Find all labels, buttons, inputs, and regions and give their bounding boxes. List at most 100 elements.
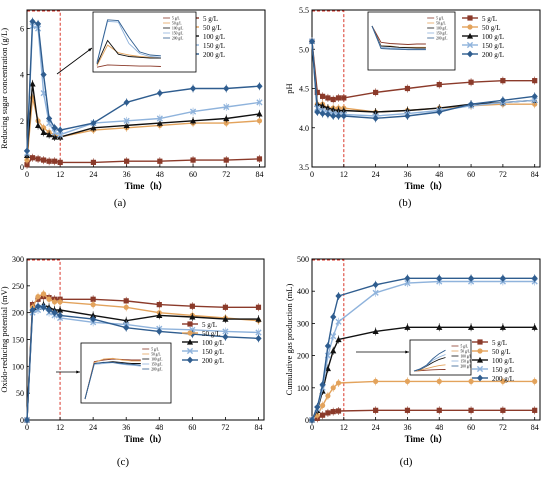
- y-tick-label: 0: [20, 416, 24, 425]
- x-tick-label: 48: [155, 423, 163, 432]
- inset-legend-label: 5 g/L: [151, 348, 159, 352]
- legend-marker: [466, 32, 474, 39]
- x-tick-label: 84: [531, 170, 539, 179]
- data-point: [156, 328, 163, 335]
- y-tick-label: 500: [297, 255, 309, 264]
- data-point: [46, 115, 53, 122]
- inset-legend-label: 150 g/L: [436, 32, 447, 36]
- data-point: [468, 407, 474, 413]
- data-point: [51, 124, 58, 132]
- data-point: [436, 108, 443, 116]
- legend-label: 200 g/L: [482, 51, 504, 59]
- data-point: [34, 122, 42, 129]
- x-tick-label: 24: [372, 170, 380, 179]
- series-5-g-l: [24, 153, 263, 169]
- y-tick-label: 400: [297, 287, 309, 296]
- legend-marker: [476, 356, 484, 363]
- data-point: [256, 118, 263, 124]
- data-point: [499, 96, 506, 104]
- panel-caption: (a): [114, 197, 127, 209]
- data-point: [123, 122, 130, 129]
- data-point: [45, 306, 53, 314]
- y-tick-label: 2: [20, 117, 24, 126]
- data-point: [500, 78, 506, 84]
- legend-marker: [187, 321, 193, 327]
- legend-label: 200 g/L: [202, 357, 224, 365]
- inset-series-line: [371, 25, 426, 49]
- data-point: [319, 102, 326, 109]
- series-line: [311, 326, 535, 421]
- series-5-g-l: [309, 406, 538, 424]
- data-point: [29, 80, 36, 87]
- data-point: [330, 409, 336, 415]
- inset-frame: [80, 342, 172, 404]
- data-point: [308, 416, 316, 424]
- data-point: [467, 100, 475, 108]
- data-point: [320, 93, 326, 99]
- data-point: [467, 274, 475, 282]
- data-point: [404, 112, 411, 120]
- data-point: [29, 306, 36, 314]
- legend-label: 150 g/L: [202, 348, 224, 356]
- x-tick-label: 0: [310, 423, 314, 432]
- data-point: [324, 365, 332, 372]
- data-point: [436, 324, 443, 330]
- data-point: [189, 303, 195, 309]
- data-point: [255, 304, 262, 310]
- data-point: [40, 303, 47, 311]
- series-200-g-l: [308, 37, 538, 123]
- data-point: [500, 378, 506, 384]
- inset-legend-label: 100 g/L: [460, 355, 471, 359]
- data-point: [190, 157, 196, 163]
- inset-legend-label: 150 g/L: [172, 32, 183, 36]
- data-point: [372, 289, 379, 296]
- x-tick-label: 12: [56, 423, 64, 432]
- data-point: [314, 108, 321, 116]
- data-point: [340, 112, 347, 120]
- data-point: [157, 158, 163, 164]
- x-tick-label: 60: [467, 170, 475, 179]
- data-point: [308, 38, 316, 45]
- series-5-g-l: [309, 37, 538, 104]
- y-tick-label: 4.5: [299, 85, 309, 94]
- inset-arrow-head: [76, 370, 80, 374]
- inset-legend-label: 50 g/L: [172, 22, 181, 26]
- data-point: [335, 107, 342, 114]
- inset-series-line: [84, 358, 141, 400]
- data-point: [436, 81, 442, 88]
- data-point: [51, 299, 58, 305]
- data-point: [40, 291, 47, 297]
- data-point: [325, 393, 331, 399]
- x-tick-label: 60: [188, 423, 196, 432]
- data-point: [335, 336, 342, 343]
- data-point: [330, 385, 336, 391]
- inset-series-line: [96, 19, 161, 63]
- data-point: [404, 85, 411, 92]
- data-point: [222, 304, 229, 310]
- y-tick-label: 300: [12, 255, 24, 264]
- data-point: [156, 115, 163, 122]
- data-point: [46, 158, 52, 164]
- x-tick-label: 24: [372, 423, 380, 432]
- data-point: [51, 133, 58, 140]
- legend-label: 150 g/L: [492, 366, 514, 374]
- data-point: [52, 158, 58, 164]
- data-point: [123, 98, 130, 106]
- data-point: [123, 117, 130, 124]
- inset-series-line: [413, 349, 446, 372]
- inset-legend-label: 200 g/L: [436, 37, 447, 41]
- panel-caption: (d): [400, 456, 413, 468]
- data-point: [56, 306, 64, 313]
- inset-legend-label: 200 g/L: [172, 37, 183, 41]
- data-point: [90, 302, 96, 308]
- chart-panel-b: 0 12 24 36 48 60 72 84 3.5 4.0 4.5 5.0 5.5 Time（h） pH (…: [284, 6, 541, 209]
- inset-legend-label: 100 g/L: [151, 358, 162, 362]
- data-point: [90, 315, 97, 323]
- inset-series-line: [84, 357, 141, 400]
- data-point: [90, 119, 97, 127]
